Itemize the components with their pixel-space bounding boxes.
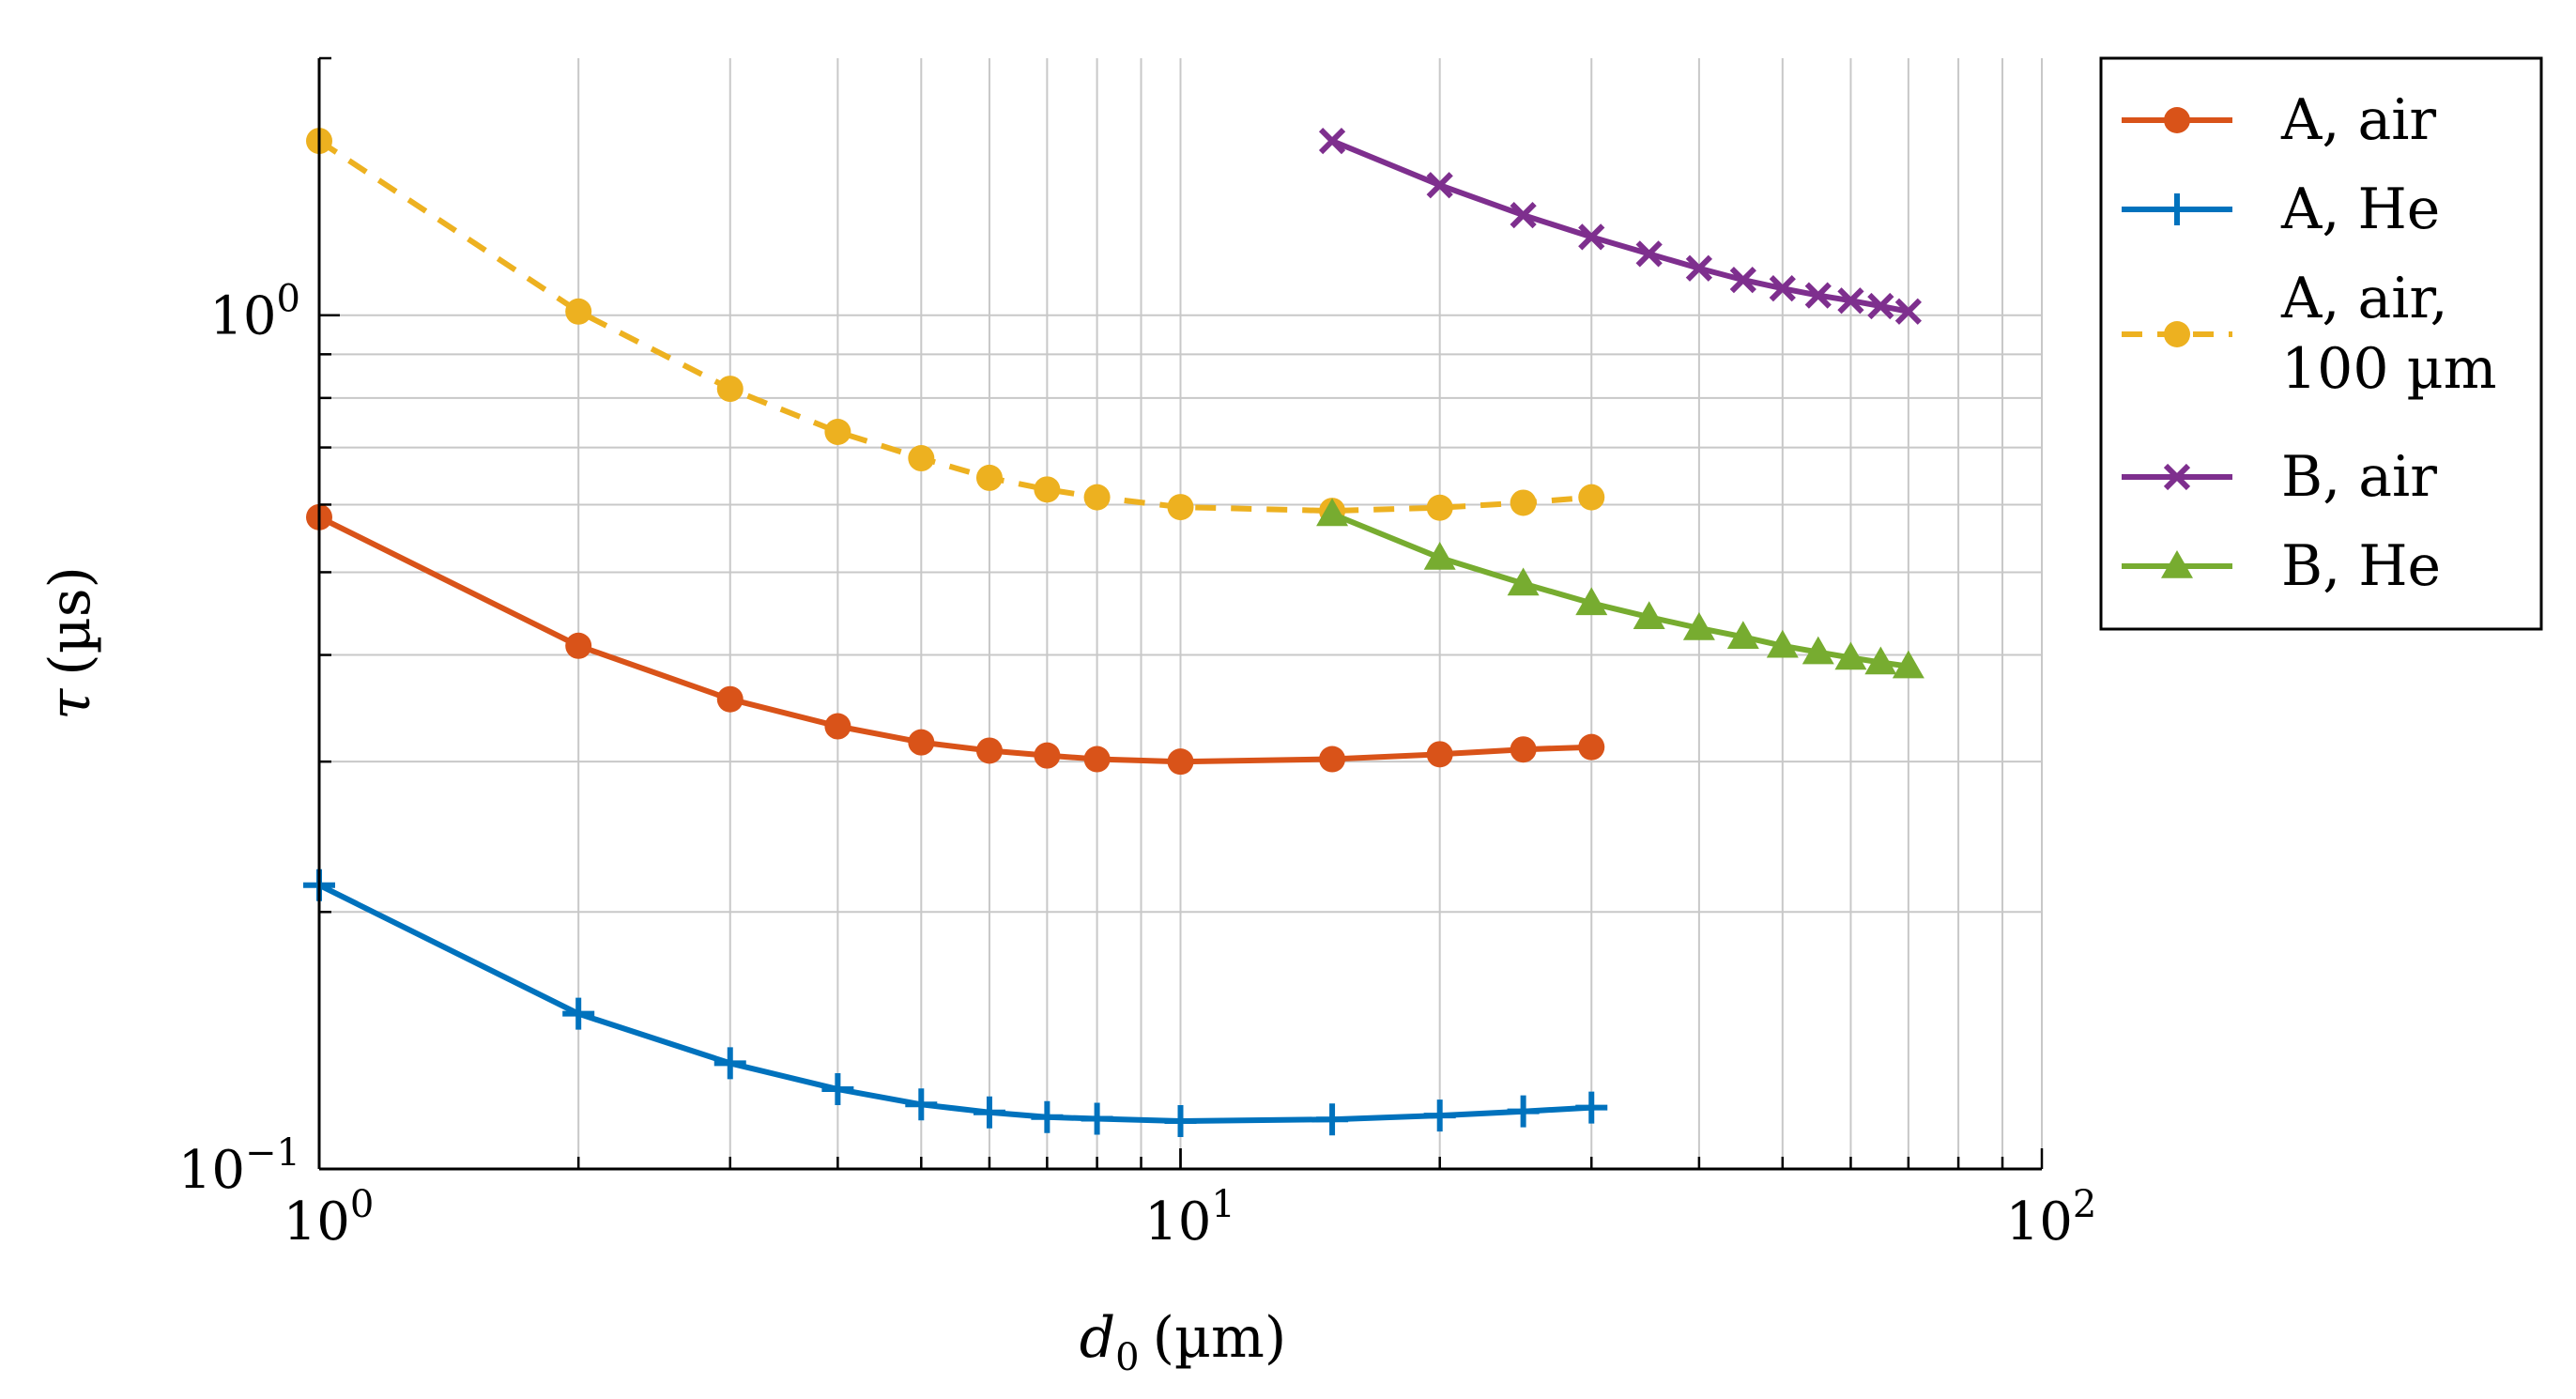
data-point-b-he	[1633, 601, 1665, 629]
data-point-a-he	[1164, 1104, 1197, 1137]
data-point-b-he	[1802, 636, 1834, 665]
data-point-a-air-100	[1083, 484, 1111, 511]
legend: A, air A, He A, air,100 µm B, air B, He	[2099, 56, 2543, 631]
data-point-b-he	[1766, 629, 1799, 658]
data-point-b-he	[1726, 621, 1759, 650]
data-point-b-he	[1507, 567, 1540, 596]
legend-entry-a-air: A, air	[2122, 87, 2436, 153]
data-point-b-air	[1837, 287, 1864, 315]
data-point-a-air-100	[716, 376, 744, 403]
data-point-b-air	[1769, 275, 1796, 302]
data-point-b-he	[1316, 498, 1349, 527]
data-point-a-air	[565, 632, 592, 659]
data-point-b-air	[1685, 254, 1713, 282]
data-point-b-air	[1510, 201, 1537, 229]
series-layer	[303, 127, 1924, 1137]
data-point-b-air	[1867, 292, 1894, 320]
y-axis-label: τ(µs)	[38, 566, 103, 720]
data-point-b-he	[1892, 650, 1924, 679]
x-tick-label: 101	[1144, 1183, 1235, 1253]
data-point-a-air	[716, 685, 744, 713]
data-point-a-air-100	[908, 445, 935, 472]
data-point-a-air	[1167, 748, 1194, 776]
data-point-a-air-100	[975, 464, 1003, 491]
data-point-a-he	[562, 997, 595, 1030]
series-line-a-air-100	[317, 138, 1592, 515]
x-tick-label: 102	[2006, 1183, 2097, 1253]
legend-entry-b-air: B, air	[2122, 444, 2437, 510]
series-line-a-he	[317, 883, 1592, 1124]
data-point-b-air	[1426, 172, 1453, 199]
x-tick-label: 100	[284, 1183, 375, 1253]
data-point-a-air	[1034, 742, 1061, 769]
data-point-a-he	[1507, 1095, 1540, 1128]
legend-swatch-marker	[2164, 107, 2190, 133]
series-a-he	[303, 869, 1608, 1137]
data-point-b-air	[1804, 282, 1832, 309]
data-point-b-air	[1894, 298, 1923, 325]
data-point-b-he	[1682, 612, 1715, 640]
series-b-he	[1316, 498, 1924, 679]
data-point-b-he	[1834, 641, 1867, 670]
data-point-a-he	[1031, 1100, 1064, 1133]
data-point-a-air	[1083, 746, 1111, 773]
data-point-a-air	[1319, 746, 1346, 773]
legend-label: B, He	[2281, 533, 2441, 599]
legend-entry-b-he: B, He	[2122, 533, 2441, 599]
data-point-a-he	[905, 1088, 938, 1121]
series-line-b-air	[1330, 138, 1909, 315]
legend-label: A, He	[2280, 177, 2440, 242]
data-point-a-air-100	[1426, 494, 1453, 521]
legend-swatch-marker	[2163, 463, 2191, 491]
data-point-b-air	[1318, 127, 1346, 155]
series-line-a-air	[317, 515, 1592, 765]
data-point-b-air	[1578, 223, 1605, 251]
data-point-a-air	[824, 713, 851, 740]
data-point-b-he	[1864, 646, 1897, 675]
data-point-a-he	[1316, 1103, 1349, 1136]
data-point-a-air-100	[1034, 476, 1061, 503]
data-point-a-air	[908, 729, 935, 756]
data-point-a-air-100	[565, 298, 592, 325]
data-point-a-air-100	[1578, 484, 1605, 511]
legend-label: A, air,	[2280, 266, 2448, 331]
data-point-a-he	[1575, 1091, 1608, 1124]
data-point-a-air	[975, 737, 1003, 764]
data-point-b-he	[1423, 541, 1456, 570]
data-point-a-air	[1578, 733, 1605, 761]
data-point-a-air-100	[1167, 494, 1194, 521]
data-point-a-air	[1426, 741, 1453, 768]
y-tick-label: 100	[209, 278, 300, 347]
y-tick-label: 10−1	[178, 1131, 300, 1201]
data-point-a-he	[1081, 1102, 1113, 1135]
data-point-a-air-100	[824, 418, 851, 445]
legend-label: A, air	[2280, 87, 2436, 153]
data-point-a-air	[1510, 736, 1537, 763]
data-point-a-he	[1423, 1099, 1456, 1132]
data-point-a-he	[973, 1096, 1005, 1129]
legend-entry-a-air-100: A, air,100 µm	[2122, 266, 2496, 402]
legend-label: B, air	[2281, 444, 2437, 510]
series-a-air	[306, 503, 1605, 776]
x-axis-label: d0 (µm)	[1080, 1305, 1287, 1379]
legend-swatch-marker	[2161, 193, 2193, 225]
data-point-a-air-100	[1510, 489, 1537, 516]
series-b-air	[1318, 127, 1923, 325]
legend-entry-a-he: A, He	[2122, 177, 2440, 242]
data-point-b-air	[1635, 240, 1663, 268]
legend-swatch-marker	[2161, 550, 2193, 578]
legend-label-line2: 100 µm	[2281, 336, 2496, 402]
series-a-air-100	[306, 128, 1605, 525]
data-point-b-he	[1575, 587, 1608, 616]
data-point-a-he	[821, 1073, 854, 1106]
data-point-a-he	[713, 1047, 746, 1080]
legend-swatch-marker	[2164, 321, 2190, 347]
data-point-b-air	[1729, 266, 1756, 294]
